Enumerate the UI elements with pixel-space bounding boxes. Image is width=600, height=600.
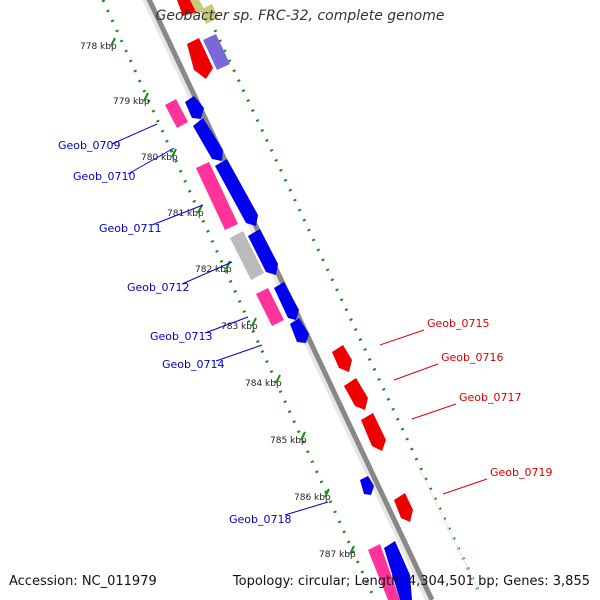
gene-blue-8	[384, 541, 412, 600]
tick-track-left	[101, 0, 377, 600]
tick-label: 779 kbp	[113, 97, 150, 107]
gene-blue-3	[215, 159, 258, 226]
tick-label: 785 kbp	[270, 436, 307, 446]
gene-red-a	[187, 38, 213, 79]
gene-blue-5	[274, 282, 299, 320]
genome-summary: Topology: circular; Length: 4,304,501 bp…	[232, 574, 590, 589]
gene-label-geob_0718[interactable]: Geob_0718	[229, 513, 292, 526]
gene-label-leader	[215, 344, 263, 362]
gene-label-geob_0712[interactable]: Geob_0712	[127, 281, 190, 294]
gene-label-geob_0713[interactable]: Geob_0713	[150, 330, 213, 343]
gene-red-1	[332, 345, 352, 372]
gene-label-leader	[284, 501, 329, 516]
gene-labels: Geob_0709 Geob_0710 Geob_0711 Geob_0712 Geob…	[58, 123, 553, 526]
accession-label: Accession: NC_011979	[9, 574, 157, 589]
track-edge	[419, 469, 479, 591]
gene-label-leader	[151, 204, 204, 226]
gene-blue-6	[290, 318, 309, 343]
tick-label: 783 kbp	[221, 322, 258, 332]
tick-label: 778 kbp	[80, 42, 117, 52]
gene-pink-4	[368, 544, 400, 600]
tick-label: 781 kbp	[167, 209, 204, 219]
gene-label-leader	[204, 316, 249, 334]
gene-label-geob_0716[interactable]: Geob_0716	[441, 351, 504, 364]
gene-label-leader	[393, 363, 439, 381]
gene-label-geob_0715[interactable]: Geob_0715	[427, 317, 490, 330]
gene-pink-3	[256, 288, 284, 326]
gene-label-leader	[127, 147, 175, 175]
gene-label-geob_0714[interactable]: Geob_0714	[162, 358, 225, 371]
gene-purple-a	[203, 34, 230, 70]
gene-label-leader	[181, 261, 233, 285]
tick-mark	[225, 260, 231, 270]
gene-blue-7	[360, 476, 374, 495]
gene-label-leader	[442, 478, 488, 495]
tick-label: 780 kbp	[141, 153, 178, 163]
tick-mark	[171, 148, 177, 158]
gene-label-leader	[411, 403, 457, 420]
gene-pink-1	[165, 99, 188, 128]
gene-top-olive-2	[200, 4, 218, 24]
gene-label-leader	[379, 329, 425, 346]
tick-label: 787 kbp	[319, 550, 356, 560]
gene-label-geob_0717[interactable]: Geob_0717	[459, 391, 522, 404]
tick-mark	[300, 431, 306, 441]
gene-red-2	[344, 378, 368, 410]
gene-blue-1	[185, 96, 204, 119]
tick-label: 786 kbp	[294, 493, 331, 503]
tick-mark	[275, 374, 281, 384]
gene-label-geob_0709[interactable]: Geob_0709	[58, 139, 121, 152]
gene-red-4	[394, 493, 413, 522]
gene-label-leader	[111, 123, 158, 145]
tick-track-right	[213, 29, 480, 591]
tick-label: 784 kbp	[245, 379, 282, 389]
tick-mark	[349, 545, 355, 555]
tick-mark	[110, 37, 116, 47]
gene-label-geob_0710[interactable]: Geob_0710	[73, 170, 136, 183]
gene-blue-2	[193, 118, 223, 161]
tick-mark	[197, 204, 203, 214]
gene-blue-4	[248, 229, 278, 275]
gene-label-geob_0719[interactable]: Geob_0719	[490, 466, 553, 479]
gene-gray-1	[230, 231, 264, 280]
gene-red-3	[361, 413, 386, 451]
tick-mark	[324, 488, 330, 498]
tick-mark	[143, 92, 149, 102]
gene-label-geob_0711[interactable]: Geob_0711	[99, 222, 162, 235]
genome-title: Geobacter sp. FRC-32, complete genome	[155, 8, 445, 24]
tick-mark	[251, 317, 257, 327]
gene-pink-2	[196, 162, 238, 230]
gene-top-red	[177, 0, 196, 16]
